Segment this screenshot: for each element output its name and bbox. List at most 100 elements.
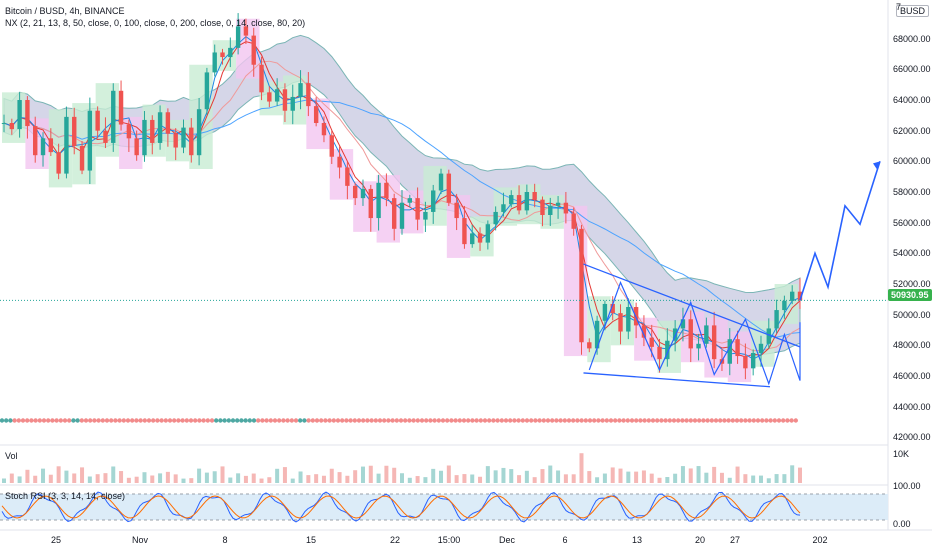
- candle-body: [571, 213, 576, 229]
- volume-bar: [48, 474, 53, 483]
- volume-bar: [743, 474, 748, 483]
- volume-bar: [540, 469, 545, 483]
- signal-dot: [617, 418, 622, 423]
- signal-dot: [449, 418, 454, 423]
- signal-dot: [155, 418, 160, 423]
- signal-dot: [755, 418, 761, 423]
- signal-dot: [226, 418, 231, 423]
- signal-dot: [524, 418, 530, 423]
- signal-dot: [256, 418, 261, 423]
- signal-dot: [529, 418, 534, 423]
- volume-bar: [321, 475, 326, 483]
- signal-dot: [466, 418, 471, 423]
- candle-body: [259, 64, 264, 93]
- candle-body: [532, 192, 537, 200]
- signal-dot: [117, 418, 122, 423]
- signal-dot: [499, 418, 504, 423]
- signal-dot: [781, 418, 786, 423]
- signal-dot: [230, 418, 236, 423]
- candle-body: [126, 124, 132, 139]
- signal-dot: [37, 418, 42, 423]
- candle-body: [563, 202, 569, 214]
- signal-dot: [663, 418, 668, 423]
- volume-bar: [212, 471, 217, 483]
- signal-dot: [390, 418, 395, 423]
- signal-dot: [772, 418, 777, 423]
- signal-dot: [96, 418, 101, 423]
- candle-body: [493, 211, 498, 225]
- signal-dot: [638, 418, 643, 423]
- candle-body: [555, 202, 561, 206]
- signal-dot: [445, 418, 450, 423]
- signal-dot: [718, 418, 723, 423]
- signal-dot: [684, 418, 689, 423]
- stoch-d-line: [1, 495, 801, 519]
- signal-dot: [222, 418, 227, 423]
- candle-body: [33, 126, 38, 156]
- signal-dot: [197, 418, 202, 423]
- candle-body: [17, 100, 22, 130]
- signal-dot: [214, 418, 219, 423]
- signal-dot: [436, 418, 441, 423]
- signal-dot: [398, 418, 404, 423]
- signal-dot: [562, 418, 567, 423]
- volume-bar: [470, 474, 475, 483]
- volume-bar: [306, 475, 311, 483]
- candle-body: [267, 92, 272, 102]
- signal-dot: [306, 418, 311, 423]
- signal-dot: [537, 418, 542, 423]
- candle-body: [743, 356, 748, 369]
- volume-bar: [236, 473, 241, 483]
- signal-dot: [201, 418, 206, 423]
- candle-body: [688, 319, 693, 349]
- volume-bar: [524, 470, 529, 483]
- signal-dot: [100, 418, 106, 423]
- signal-dot: [3, 418, 9, 423]
- signal-dot: [503, 418, 509, 423]
- volume-bar: [298, 471, 303, 483]
- signal-dot: [680, 418, 685, 423]
- currency-badge[interactable]: BUSD: [896, 5, 930, 17]
- signal-dot: [62, 418, 68, 423]
- signal-dot: [709, 418, 714, 423]
- volume-bar: [87, 476, 92, 483]
- volume-bar: [634, 471, 639, 483]
- signal-dot: [604, 418, 609, 423]
- signal-dot: [583, 418, 588, 423]
- signal-dot: [289, 418, 294, 423]
- candle-body: [1, 123, 7, 124]
- price-axis-label: 64000.00: [893, 95, 931, 105]
- candle-body: [797, 291, 803, 301]
- signal-dot: [432, 418, 437, 423]
- signal-dot: [344, 418, 349, 423]
- signal-dot: [205, 418, 210, 423]
- time-axis-label: 25: [50, 535, 62, 545]
- signal-dot: [688, 418, 693, 423]
- signal-dot: [516, 418, 521, 423]
- volume-bar: [719, 472, 724, 483]
- volume-bar: [501, 467, 506, 483]
- volume-bar: [72, 473, 77, 483]
- candle-body: [485, 224, 491, 243]
- volume-bar: [197, 468, 202, 483]
- signal-dot: [575, 418, 580, 423]
- signal-dot: [377, 418, 383, 423]
- signal-dot: [268, 418, 273, 423]
- signal-dot: [655, 418, 660, 423]
- signal-dot: [566, 418, 572, 423]
- candle-body: [79, 146, 85, 171]
- volume-bar: [774, 474, 779, 483]
- signal-dot: [764, 418, 769, 423]
- signal-dot: [394, 418, 399, 423]
- signal-dot: [314, 418, 320, 423]
- signal-dot: [579, 418, 584, 423]
- signal-dot: [302, 418, 307, 423]
- signal-dot: [478, 418, 483, 423]
- volume-bar: [431, 468, 436, 483]
- signal-dot: [356, 418, 362, 423]
- candle-body: [657, 346, 662, 360]
- volume-bar: [727, 477, 732, 483]
- volume-bar: [165, 471, 170, 483]
- signal-dot: [348, 418, 353, 423]
